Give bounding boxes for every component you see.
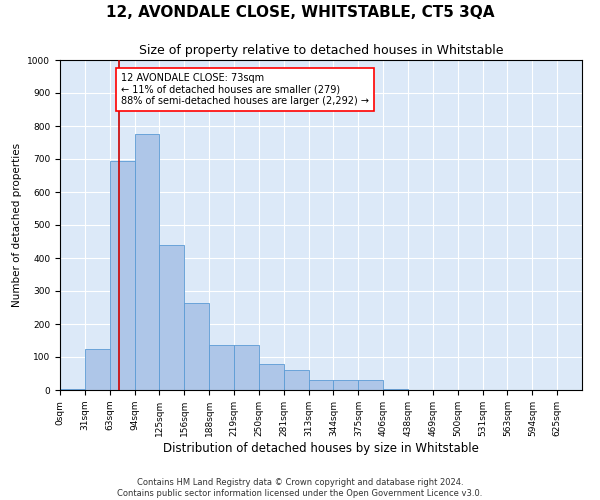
Bar [85, 349, 110, 390]
Text: 12, AVONDALE CLOSE, WHITSTABLE, CT5 3QA: 12, AVONDALE CLOSE, WHITSTABLE, CT5 3QA [106, 5, 494, 20]
Bar [358, 380, 383, 390]
Title: Size of property relative to detached houses in Whitstable: Size of property relative to detached ho… [139, 44, 503, 58]
Bar [334, 380, 358, 390]
Bar [60, 388, 85, 390]
X-axis label: Distribution of detached houses by size in Whitstable: Distribution of detached houses by size … [163, 442, 479, 454]
Bar [110, 160, 134, 390]
Bar [308, 380, 334, 390]
Bar [234, 346, 259, 390]
Bar [160, 245, 184, 390]
Bar [134, 134, 160, 390]
Bar [209, 346, 234, 390]
Bar [184, 302, 209, 390]
Bar [259, 364, 284, 390]
Y-axis label: Number of detached properties: Number of detached properties [12, 143, 22, 307]
Bar [383, 388, 408, 390]
Bar [284, 370, 308, 390]
Text: Contains HM Land Registry data © Crown copyright and database right 2024.
Contai: Contains HM Land Registry data © Crown c… [118, 478, 482, 498]
Text: 12 AVONDALE CLOSE: 73sqm
← 11% of detached houses are smaller (279)
88% of semi-: 12 AVONDALE CLOSE: 73sqm ← 11% of detach… [121, 73, 369, 106]
